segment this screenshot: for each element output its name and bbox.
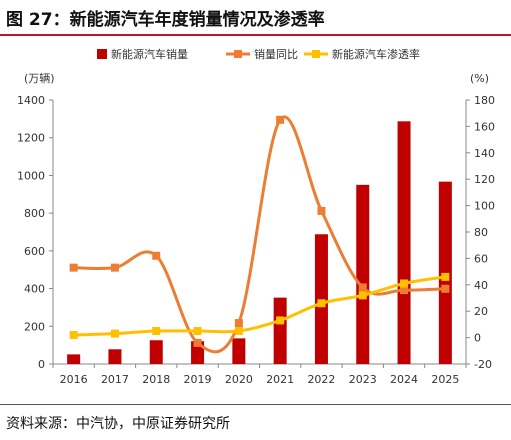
left-tick-label: 1000	[17, 169, 45, 182]
left-tick-label: 0	[38, 358, 45, 371]
right-tick-label: 0	[474, 332, 481, 345]
left-tick-label: 200	[24, 320, 45, 333]
line-series	[69, 115, 450, 354]
yoy-point	[400, 286, 409, 295]
penetration-point	[441, 272, 450, 281]
yoy-point	[358, 283, 367, 292]
yoy-point	[110, 263, 119, 272]
x-tick-label: 2018	[142, 373, 170, 386]
left-tick-label: 600	[24, 245, 45, 258]
figure-footer: 资料来源：中汽协，中原证券研究所	[0, 404, 511, 440]
right-tick-label: -20	[474, 358, 492, 371]
right-tick-label: 80	[474, 226, 488, 239]
right-tick-label: 100	[474, 200, 495, 213]
left-tick-label: 1200	[17, 132, 45, 145]
legend-label: 新能源汽车渗透率	[332, 47, 420, 61]
legend-marker-yoy	[234, 50, 242, 58]
sales-bar	[356, 184, 370, 364]
left-tick-label: 1400	[17, 94, 45, 107]
legend-swatch-sales	[97, 49, 107, 59]
sales-bar	[273, 297, 287, 364]
penetration-point	[317, 299, 326, 308]
yoy-point	[441, 284, 450, 293]
x-tick-label: 2024	[390, 373, 418, 386]
sales-penetration-chart: 新能源汽车销量 销量同比 新能源汽车渗透率 (万辆) (%) 02004006008…	[17, 47, 495, 386]
right-tick-label: 40	[474, 279, 488, 292]
right-tick-label: 20	[474, 305, 488, 318]
footer-rule	[0, 404, 511, 405]
sales-bar	[67, 354, 81, 364]
right-tick-label: 140	[474, 147, 495, 160]
left-axis-unit: (万辆)	[24, 71, 55, 85]
yoy-point	[234, 319, 243, 328]
penetration-point	[234, 327, 243, 335]
x-tick-label: 2020	[225, 373, 253, 386]
sales-bar	[314, 234, 328, 364]
penetration-point	[276, 316, 285, 325]
figure-header: 图 27：新能源汽车年度销量情况及渗透率	[0, 0, 511, 38]
yoy-point	[317, 206, 326, 215]
right-tick-label: 160	[474, 120, 495, 133]
right-tick-label: 60	[474, 252, 488, 265]
right-axis-unit: (%)	[470, 72, 489, 85]
sales-bar	[438, 181, 452, 364]
left-tick-label: 800	[24, 207, 45, 220]
sales-bar	[397, 121, 411, 365]
source-note: 资料来源：中汽协，中原证券研究所	[6, 416, 230, 432]
figure-title: 图 27：新能源汽车年度销量情况及渗透率	[6, 10, 325, 30]
title-rule	[0, 34, 511, 36]
x-tick-label: 2022	[307, 373, 335, 386]
right-tick-label: 180	[474, 94, 495, 107]
yoy-point	[152, 251, 161, 260]
yoy-point	[69, 263, 78, 272]
sales-bar	[232, 338, 246, 364]
x-tick-label: 2023	[349, 373, 377, 386]
x-tick-label: 2021	[266, 373, 294, 386]
yoy-line	[73, 115, 446, 354]
legend-marker-penetration	[312, 50, 320, 58]
penetration-line	[73, 275, 446, 337]
penetration-point	[152, 327, 161, 335]
x-tick-label: 2017	[101, 373, 129, 386]
yoy-point	[276, 115, 285, 124]
x-tick-label: 2025	[431, 373, 459, 386]
yoy-point	[193, 338, 202, 347]
sales-bar	[149, 340, 163, 364]
penetration-point	[110, 329, 119, 338]
penetration-point	[69, 330, 78, 339]
legend-label: 新能源汽车销量	[111, 47, 188, 61]
x-tick-label: 2016	[60, 373, 88, 386]
sales-bar	[108, 349, 122, 364]
right-tick-label: 120	[474, 173, 495, 186]
penetration-point	[358, 291, 367, 300]
chart-axes: 0 200 400 600 800 1000 1200 1400 -20 0 20 40 60 80 100…	[17, 94, 495, 386]
chart-legend: 新能源汽车销量 销量同比 新能源汽车渗透率	[97, 47, 420, 61]
x-tick-label: 2019	[184, 373, 212, 386]
penetration-point	[193, 327, 202, 335]
bar-series	[67, 121, 452, 365]
legend-label: 销量同比	[254, 47, 298, 61]
left-tick-label: 400	[24, 283, 45, 296]
penetration-point	[400, 279, 409, 288]
